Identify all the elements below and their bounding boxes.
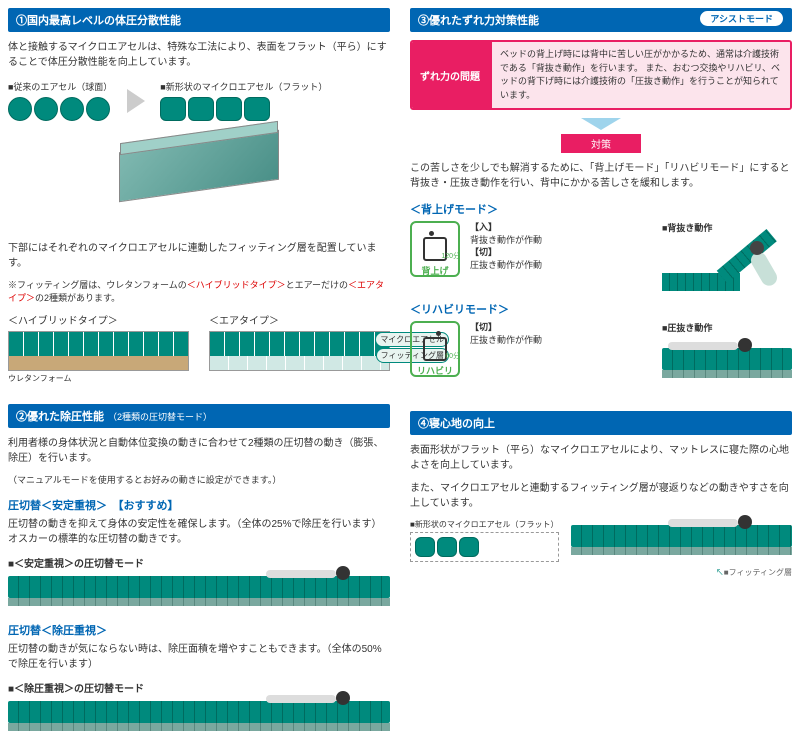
right-column: ③優れたずれ力対策性能 アシストモード ずれ力の問題 ベッドの背上げ時には背中に…	[410, 8, 792, 743]
callout-text: ベッドの背上げ時には背中に苦しい圧がかかるため、通常は介護技術である「背抜き動作…	[492, 42, 790, 108]
mode1-text: 圧切替の動きを抑えて身体の安定性を確保します。（全体の25%で除圧を行います）オ…	[8, 517, 390, 547]
rehab-mode-icon: 60分 リハビリ	[410, 321, 460, 377]
rehab-mode-block: ＜リハビリモード＞ 60分 リハビリ 【切】 圧抜き動作が作動 ■圧抜き動作	[410, 301, 792, 391]
section3-header: ③優れたずれ力対策性能 アシストモード	[410, 8, 792, 32]
cell-comparison: ■従来のエアセル（球面） ■新形状のマイクロエアセル（フラット）	[8, 80, 390, 121]
section4-header: ④寝心地の向上	[410, 411, 792, 435]
back-mode-visual: ■背抜き動作	[662, 221, 792, 291]
section4-text1: 表面形状がフラット（平ら）なマイクロエアセルにより、マットレスに寝た際の心地よさ…	[410, 443, 792, 473]
rehab-mode-title: ＜リハビリモード＞	[410, 301, 792, 317]
sphere-cell	[8, 97, 32, 121]
new-cell-label: ■新形状のマイクロエアセル（フラット）	[160, 80, 327, 93]
fit-note: ※フィッティング層は、ウレタンフォームの＜ハイブリッドタイプ＞とエアーだけの＜エ…	[8, 279, 390, 304]
back-mode-desc: 【入】 背抜き動作が作動 【切】 圧抜き動作が作動	[470, 221, 652, 271]
old-cell-label: ■従来のエアセル（球面）	[8, 80, 112, 93]
old-cells	[8, 97, 112, 121]
section1-intro: 体と接触するマイクロエアセルは、特殊な工法により、表面をフラット（平ら）にするこ…	[8, 40, 390, 70]
mode1-title: 圧切替＜安定重視＞ 【おすすめ】	[8, 497, 390, 513]
strategy-text: この苦しさを少しでも解消するために、「背上げモード」「リハビリモード」にすると背…	[410, 161, 792, 191]
mode2-text: 圧切替の動きが気にならない時は、除圧面積を増やすこともできます。（全体の50%で…	[8, 642, 390, 672]
mattress-mode1	[8, 576, 390, 612]
comfort-comparison: ■新形状のマイクロエアセル（フラット） ↖■フィッティング層	[410, 519, 792, 578]
section-2: ②優れた除圧性能（2種類の圧切替モード） 利用者様の身体状況と自動体位変換の動き…	[8, 404, 390, 737]
section-3: ③優れたずれ力対策性能 アシストモード ずれ力の問題 ベッドの背上げ時には背中に…	[410, 8, 792, 391]
comfort-cells	[410, 532, 559, 562]
rehab-mode-visual: ■圧抜き動作	[662, 321, 792, 391]
back-mode-icon: 120分 背上げ	[410, 221, 460, 277]
type-comparison: ＜ハイブリッドタイプ＞ ウレタンフォーム ＜エアタイプ＞ マイクロエアセル フィ…	[8, 312, 390, 384]
strategy-badge: 対策	[561, 134, 641, 153]
back-mode-block: ＜背上げモード＞ 120分 背上げ 【入】 背抜き動作が作動 【切】 圧抜き動作…	[410, 201, 792, 291]
down-arrow-icon	[581, 118, 621, 130]
fit-text: 下部にはそれぞれのマイクロエアセルに連動したフィッティング層を配置しています。	[8, 241, 390, 271]
callout-box: ずれ力の問題 ベッドの背上げ時には背中に苦しい圧がかかるため、通常は介護技術であ…	[410, 40, 792, 110]
air-diagram: マイクロエアセル フィッティング層	[209, 331, 390, 371]
assist-badge: アシストモード	[699, 10, 784, 27]
section2-intro: 利用者様の身体状況と自動体位変換の動きに合わせて2種類の圧切替の動き（膨張、除圧…	[8, 436, 390, 466]
comfort-cell-label: ■新形状のマイクロエアセル（フラット）	[410, 519, 559, 530]
callout-title: ずれ力の問題	[412, 42, 492, 108]
section2-header: ②優れた除圧性能（2種類の圧切替モード）	[8, 404, 390, 428]
mattress-3d-image	[109, 141, 289, 231]
rehab-mode-desc: 【切】 圧抜き動作が作動	[470, 321, 652, 346]
back-mode-title: ＜背上げモード＞	[410, 201, 792, 217]
section-4: ④寝心地の向上 表面形状がフラット（平ら）なマイクロエアセルにより、マットレスに…	[410, 411, 792, 578]
hybrid-label: ＜ハイブリッドタイプ＞	[8, 312, 189, 327]
mattress-mode2	[8, 701, 390, 737]
new-cells	[160, 97, 327, 121]
air-label: ＜エアタイプ＞	[209, 312, 390, 327]
hybrid-diagram	[8, 331, 189, 371]
section1-header: ①国内最高レベルの体圧分散性能	[8, 8, 390, 32]
flat-cell	[160, 97, 186, 121]
mode2-title: 圧切替＜除圧重視＞	[8, 622, 390, 638]
left-column: ①国内最高レベルの体圧分散性能 体と接触するマイクロエアセルは、特殊な工法により…	[8, 8, 390, 743]
section-1: ①国内最高レベルの体圧分散性能 体と接触するマイクロエアセルは、特殊な工法により…	[8, 8, 390, 384]
comfort-bed: ↖■フィッティング層	[571, 519, 792, 578]
arrow-icon	[127, 89, 145, 113]
section2-intro2: （マニュアルモードを使用するとお好みの動きに設定ができます。）	[8, 474, 390, 487]
section4-text2: また、マイクロエアセルと連動するフィッティング層が寝返りなどの動きやすさを向上し…	[410, 481, 792, 511]
